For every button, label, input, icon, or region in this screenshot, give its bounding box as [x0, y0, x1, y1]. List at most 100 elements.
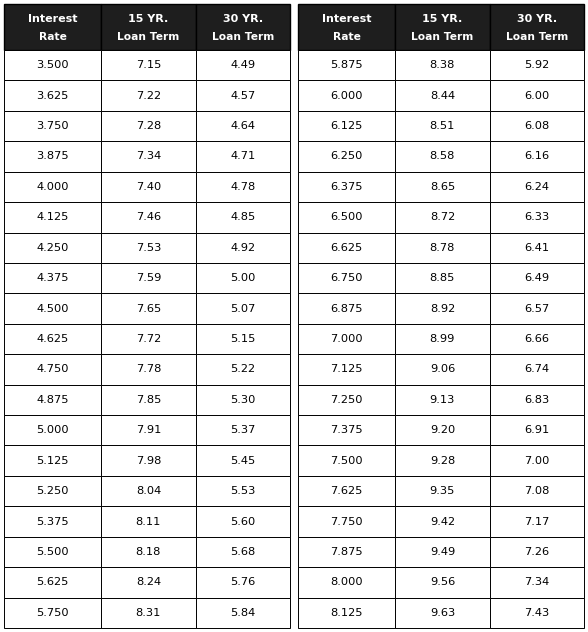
Text: 4.375: 4.375 [36, 273, 69, 283]
Text: 4.64: 4.64 [230, 121, 255, 131]
Text: 4.78: 4.78 [230, 182, 255, 192]
Text: 6.16: 6.16 [524, 152, 549, 161]
Text: 5.92: 5.92 [524, 60, 549, 70]
Text: 8.99: 8.99 [430, 334, 455, 344]
Text: 9.49: 9.49 [430, 547, 455, 557]
Text: 3.750: 3.750 [36, 121, 69, 131]
Text: 7.34: 7.34 [524, 578, 549, 587]
Text: 5.625: 5.625 [36, 578, 69, 587]
Text: 5.07: 5.07 [230, 303, 256, 313]
Text: 8.85: 8.85 [430, 273, 455, 283]
Text: 7.26: 7.26 [524, 547, 549, 557]
Text: 7.750: 7.750 [330, 516, 363, 526]
Text: 5.84: 5.84 [230, 608, 255, 618]
Text: 7.22: 7.22 [136, 90, 161, 100]
Text: 7.375: 7.375 [330, 425, 363, 435]
Text: 5.37: 5.37 [230, 425, 256, 435]
Text: 4.49: 4.49 [230, 60, 255, 70]
Text: 7.46: 7.46 [136, 212, 161, 222]
Text: 6.91: 6.91 [524, 425, 549, 435]
Text: 5.250: 5.250 [36, 486, 69, 496]
Text: 5.60: 5.60 [230, 516, 255, 526]
Text: 5.00: 5.00 [230, 273, 256, 283]
Text: 9.20: 9.20 [430, 425, 455, 435]
Text: 7.250: 7.250 [330, 395, 363, 405]
Text: 8.72: 8.72 [430, 212, 455, 222]
Text: 8.04: 8.04 [136, 486, 161, 496]
Text: 8.18: 8.18 [136, 547, 161, 557]
Text: 5.68: 5.68 [230, 547, 255, 557]
Text: 7.43: 7.43 [524, 608, 549, 618]
Text: 6.00: 6.00 [524, 90, 549, 100]
Text: 8.65: 8.65 [430, 182, 455, 192]
Text: 30 YR.: 30 YR. [517, 14, 557, 24]
Text: 5.000: 5.000 [36, 425, 69, 435]
Text: Rate: Rate [39, 32, 66, 42]
Text: 7.91: 7.91 [136, 425, 161, 435]
Text: 9.06: 9.06 [430, 365, 455, 374]
Text: 6.500: 6.500 [330, 212, 363, 222]
Text: 6.49: 6.49 [524, 273, 549, 283]
Text: 8.78: 8.78 [430, 243, 455, 253]
Text: 6.24: 6.24 [524, 182, 549, 192]
Text: 5.22: 5.22 [230, 365, 255, 374]
Text: 15 YR.: 15 YR. [128, 14, 169, 24]
Text: 8.51: 8.51 [430, 121, 455, 131]
Text: 4.750: 4.750 [36, 365, 69, 374]
Text: 6.41: 6.41 [524, 243, 549, 253]
Text: 7.59: 7.59 [136, 273, 161, 283]
Text: 7.500: 7.500 [330, 456, 363, 466]
Text: Loan Term: Loan Term [117, 32, 179, 42]
Text: 6.750: 6.750 [330, 273, 363, 283]
Text: 8.44: 8.44 [430, 90, 455, 100]
Text: 5.15: 5.15 [230, 334, 256, 344]
Text: 5.500: 5.500 [36, 547, 69, 557]
Text: 8.92: 8.92 [430, 303, 455, 313]
Text: 5.875: 5.875 [330, 60, 363, 70]
Text: 8.24: 8.24 [136, 578, 161, 587]
Text: Loan Term: Loan Term [506, 32, 568, 42]
Text: 5.30: 5.30 [230, 395, 256, 405]
Text: 3.625: 3.625 [36, 90, 69, 100]
Text: 6.74: 6.74 [524, 365, 549, 374]
Text: 9.13: 9.13 [430, 395, 455, 405]
Text: 6.66: 6.66 [524, 334, 549, 344]
Text: 4.85: 4.85 [230, 212, 255, 222]
Text: 5.750: 5.750 [36, 608, 69, 618]
Text: 5.125: 5.125 [36, 456, 69, 466]
Text: 6.57: 6.57 [524, 303, 549, 313]
Text: 6.250: 6.250 [330, 152, 363, 161]
Text: 5.375: 5.375 [36, 516, 69, 526]
Text: 7.17: 7.17 [524, 516, 550, 526]
Text: Interest: Interest [322, 14, 372, 24]
Text: 4.92: 4.92 [230, 243, 255, 253]
Text: 7.72: 7.72 [136, 334, 161, 344]
Text: 5.45: 5.45 [230, 456, 255, 466]
Text: 7.15: 7.15 [136, 60, 161, 70]
Text: 4.71: 4.71 [230, 152, 255, 161]
Text: 5.53: 5.53 [230, 486, 256, 496]
Text: 8.38: 8.38 [430, 60, 455, 70]
Text: 4.57: 4.57 [230, 90, 255, 100]
Text: 7.000: 7.000 [330, 334, 363, 344]
Text: 7.08: 7.08 [524, 486, 550, 496]
Text: 6.83: 6.83 [524, 395, 549, 405]
Text: 7.98: 7.98 [136, 456, 161, 466]
Text: 3.875: 3.875 [36, 152, 69, 161]
Text: 15 YR.: 15 YR. [422, 14, 463, 24]
Text: 7.85: 7.85 [136, 395, 161, 405]
Text: 4.250: 4.250 [36, 243, 69, 253]
Text: 6.000: 6.000 [330, 90, 363, 100]
Text: 6.33: 6.33 [524, 212, 549, 222]
Text: 7.625: 7.625 [330, 486, 363, 496]
Text: 9.28: 9.28 [430, 456, 455, 466]
Text: 7.875: 7.875 [330, 547, 363, 557]
Text: 9.35: 9.35 [430, 486, 455, 496]
Text: 8.000: 8.000 [330, 578, 363, 587]
Text: 4.500: 4.500 [36, 303, 69, 313]
Text: 30 YR.: 30 YR. [223, 14, 263, 24]
Text: 4.625: 4.625 [36, 334, 69, 344]
Text: 7.34: 7.34 [136, 152, 161, 161]
Text: 6.375: 6.375 [330, 182, 363, 192]
Text: 9.63: 9.63 [430, 608, 455, 618]
